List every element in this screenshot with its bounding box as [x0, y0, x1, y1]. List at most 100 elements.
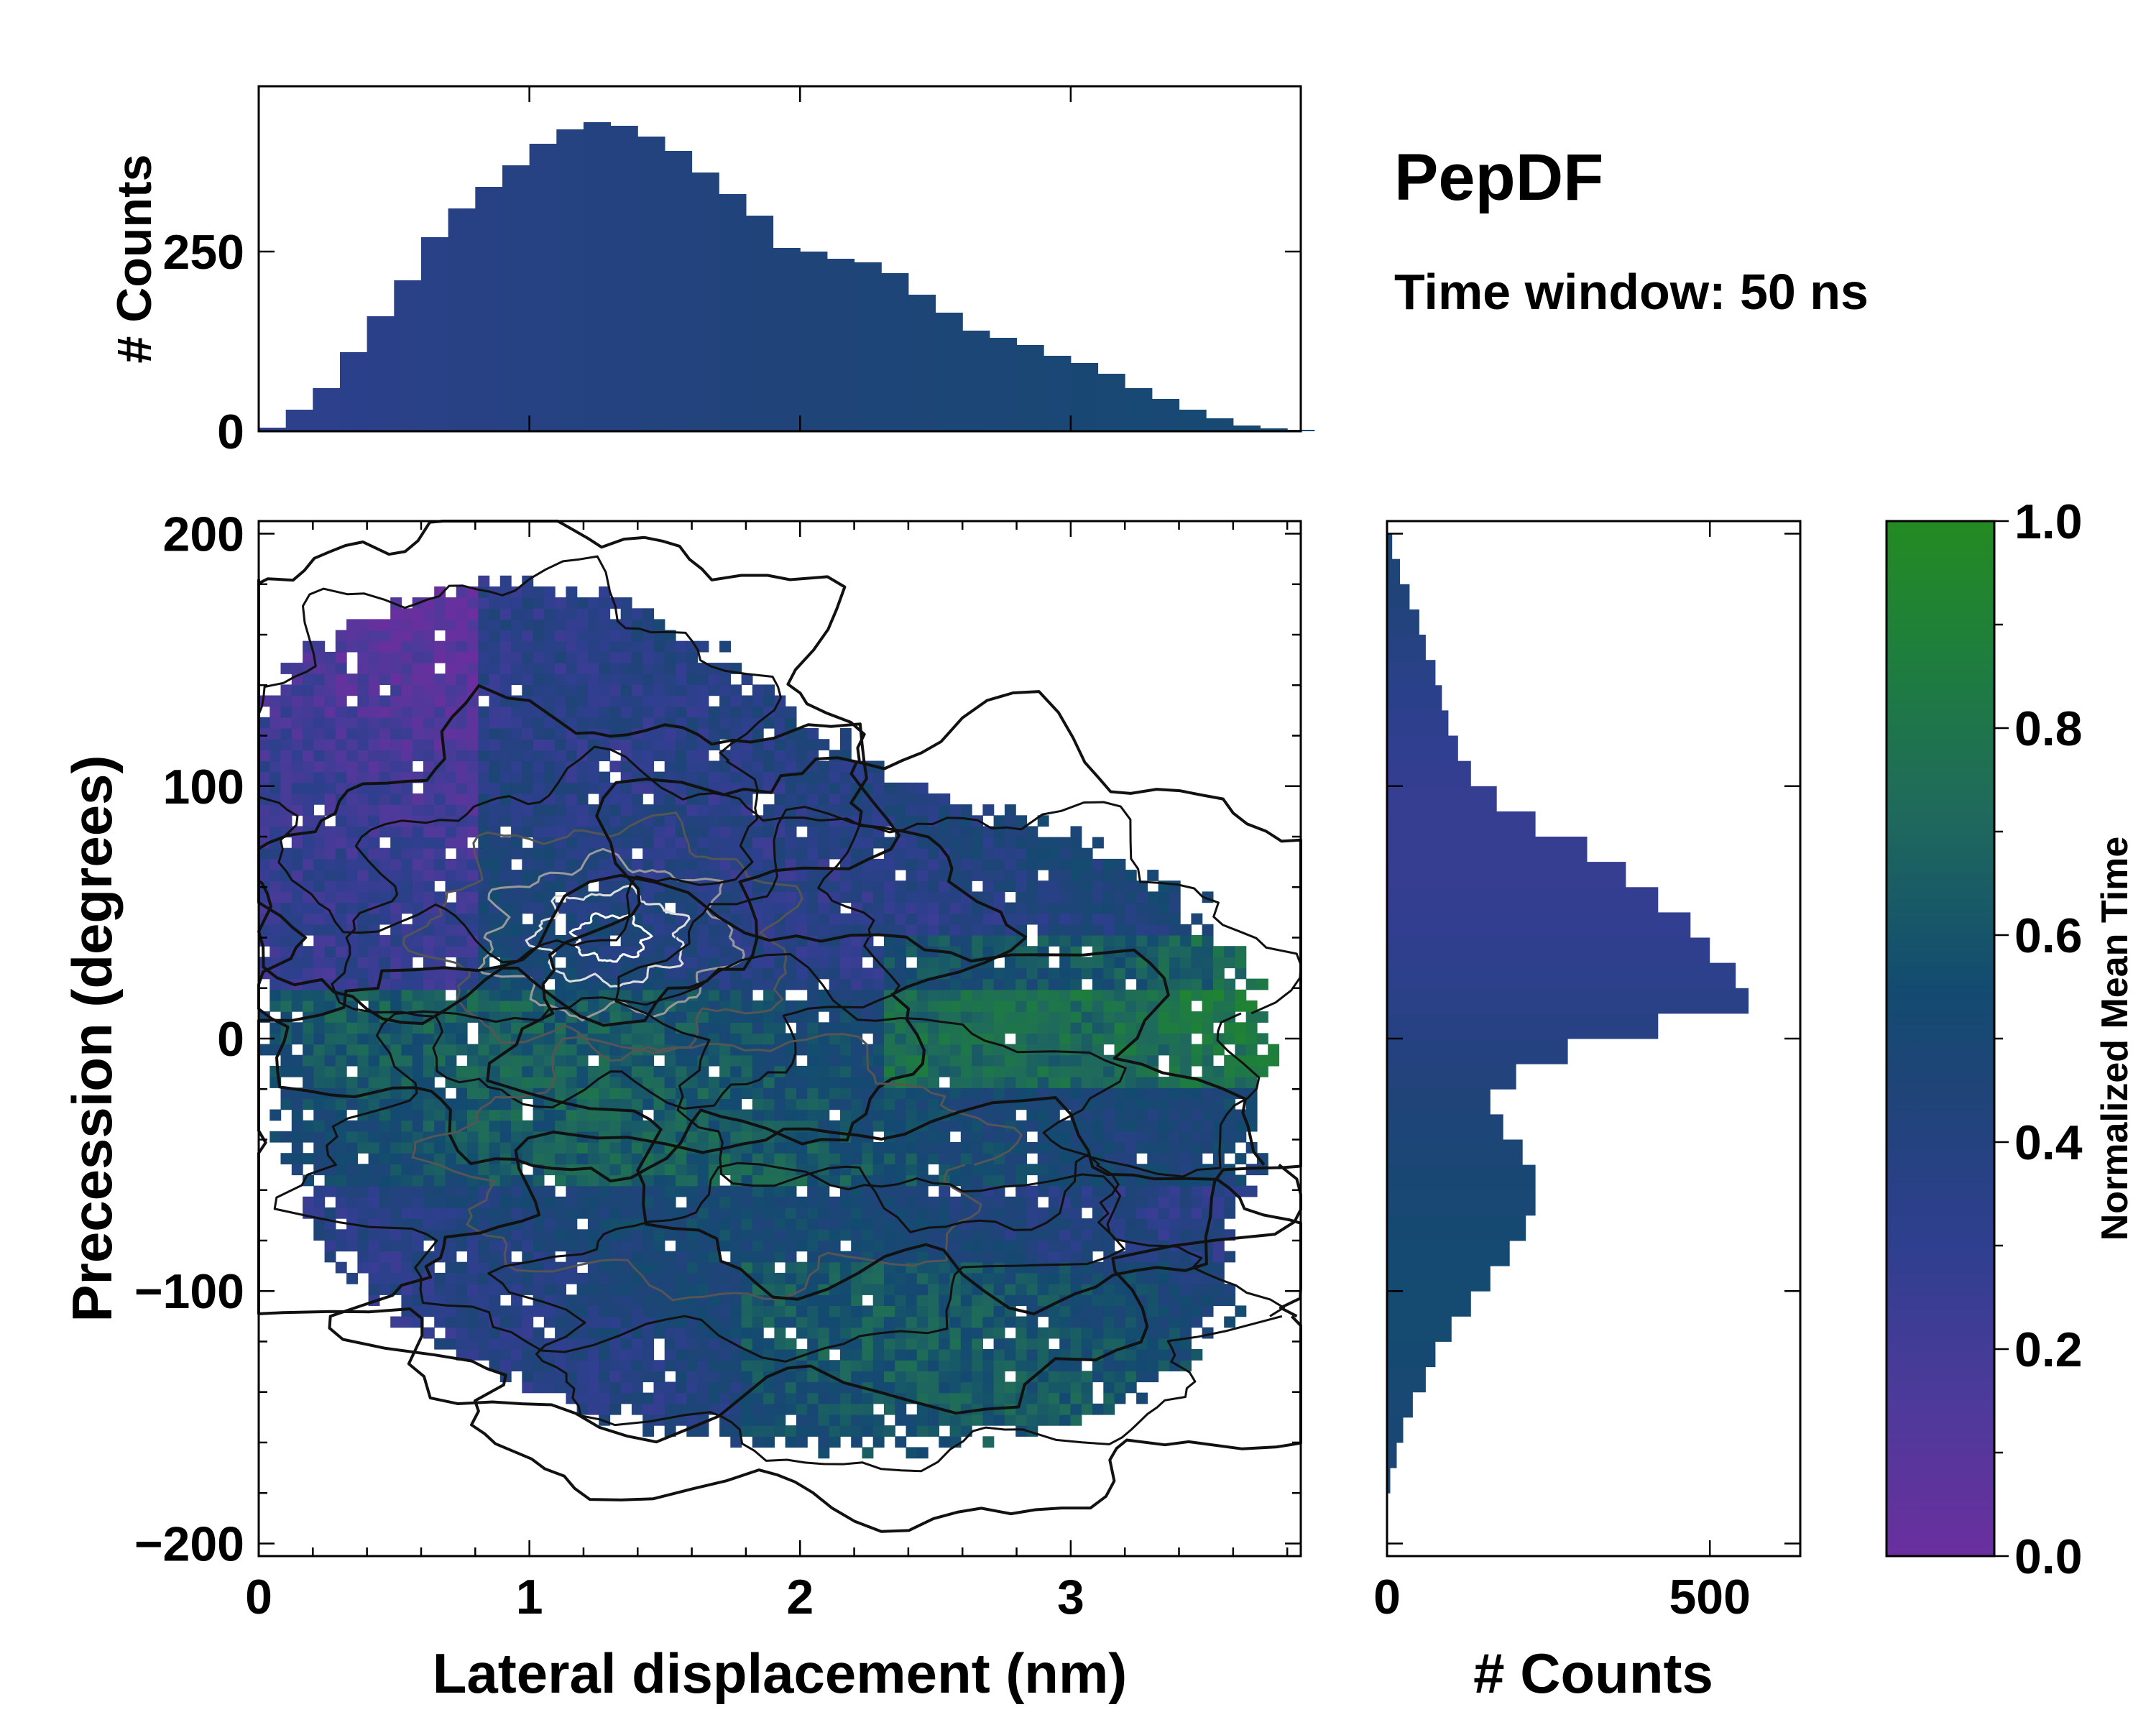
- heatmap-cell: [434, 946, 446, 957]
- heatmap-cell: [686, 651, 699, 663]
- heatmap-cell: [741, 1011, 753, 1023]
- heatmap-cell: [796, 1153, 808, 1164]
- heatmap-cell: [379, 858, 391, 870]
- heatmap-cell: [939, 1284, 951, 1295]
- heatmap-cell: [270, 924, 282, 936]
- heatmap-cell: [478, 663, 490, 674]
- heatmap-cell: [939, 1392, 951, 1404]
- heatmap-cell: [368, 837, 380, 849]
- heatmap-cell: [543, 619, 556, 631]
- heatmap-cell: [653, 978, 665, 990]
- heatmap-cell: [906, 1164, 918, 1176]
- heatmap-cell: [708, 1251, 720, 1263]
- heatmap-cell: [324, 880, 336, 892]
- heatmap-cell: [829, 880, 841, 892]
- heatmap-cell: [1136, 1371, 1148, 1383]
- heatmap-cell: [708, 1371, 720, 1383]
- heatmap-cell: [335, 815, 347, 827]
- heatmap-cell: [543, 651, 556, 663]
- heatmap-cell: [467, 1054, 479, 1067]
- heatmap-cell: [982, 1272, 995, 1284]
- heatmap-cell: [599, 630, 611, 642]
- heatmap-cell: [719, 695, 731, 707]
- heatmap-cell: [270, 782, 282, 794]
- heatmap-cell: [511, 989, 522, 1001]
- heatmap-cell: [445, 1251, 457, 1263]
- heatmap-cell: [368, 880, 380, 892]
- heatmap-cell: [862, 837, 874, 849]
- heatmap-cell: [895, 1218, 907, 1230]
- heatmap-cell: [895, 1054, 907, 1067]
- heatmap-cell: [872, 1360, 885, 1371]
- heatmap-cell: [993, 1284, 1005, 1295]
- heatmap-cell: [499, 597, 512, 609]
- heatmap-cell: [1059, 1087, 1072, 1099]
- heatmap-cell: [763, 858, 775, 870]
- heatmap-cell: [478, 619, 490, 631]
- heatmap-cell: [1081, 989, 1093, 1001]
- heatmap-cell: [741, 935, 753, 947]
- heatmap-cell: [291, 1098, 303, 1110]
- heatmap-cell: [566, 586, 578, 598]
- heatmap-cell: [379, 1164, 391, 1176]
- heatmap-cell: [839, 782, 852, 794]
- heatmap-cell: [423, 847, 435, 860]
- heatmap-cell: [664, 913, 676, 925]
- heatmap-cell: [576, 1327, 589, 1339]
- heatmap-cell: [401, 750, 413, 762]
- heatmap-cell: [708, 1360, 720, 1371]
- heatmap-cell: [862, 1218, 874, 1230]
- heatmap-cell: [499, 651, 512, 663]
- heatmap-cell: [928, 1153, 939, 1164]
- heatmap-cell: [346, 1196, 358, 1208]
- heatmap-cell: [807, 913, 819, 925]
- heatmap-cell: [357, 728, 369, 740]
- heatmap-cell: [697, 924, 709, 936]
- heatmap-cell: [785, 978, 797, 990]
- heatmap-cell: [291, 760, 303, 773]
- heatmap-cell: [489, 717, 501, 729]
- heatmap-cell: [1092, 913, 1104, 925]
- heatmap-cell: [522, 771, 534, 783]
- heatmap-cell: [303, 793, 314, 805]
- heatmap-cell: [1136, 1284, 1148, 1295]
- heatmap-cell: [928, 793, 939, 805]
- heatmap-cell: [555, 858, 566, 870]
- heatmap-cell: [818, 771, 830, 783]
- heatmap-cell: [741, 1240, 753, 1252]
- heatmap-cell: [872, 1316, 885, 1328]
- heatmap-cell: [478, 837, 490, 849]
- heatmap-cell: [807, 771, 819, 783]
- heatmap-cell: [499, 946, 512, 957]
- heatmap-cell: [972, 1065, 983, 1077]
- heatmap-cell: [785, 1284, 797, 1295]
- heatmap-cell: [499, 1338, 512, 1350]
- heatmap-cell: [829, 1077, 841, 1088]
- heatmap-cell: [1026, 1338, 1038, 1350]
- heatmap-cell: [346, 957, 358, 969]
- heatmap-cell: [676, 1371, 687, 1383]
- heatmap-cell: [434, 978, 446, 990]
- heatmap-cell: [851, 1098, 863, 1110]
- heatmap-cell: [1103, 1174, 1115, 1187]
- heatmap-cell: [1092, 870, 1104, 881]
- heatmap-cell: [829, 1044, 841, 1056]
- heatmap-cell: [949, 1044, 962, 1056]
- heatmap-cell: [730, 1229, 742, 1241]
- heatmap-cell: [445, 1022, 457, 1034]
- heatmap-cell: [752, 1164, 764, 1176]
- heatmap-cell: [467, 1272, 479, 1284]
- heatmap-cell: [599, 1349, 611, 1361]
- heatmap-cell: [291, 717, 303, 729]
- heatmap-cell: [993, 1098, 1005, 1110]
- heatmap-cell: [1037, 847, 1049, 860]
- heatmap-cell: [412, 1033, 424, 1045]
- heatmap-cell: [357, 1120, 369, 1132]
- heatmap-cell: [401, 1207, 413, 1219]
- heatmap-cell: [522, 1207, 534, 1219]
- heatmap-cell: [1125, 1131, 1137, 1143]
- heatmap-cell: [489, 739, 501, 750]
- heatmap-cell: [686, 1381, 699, 1394]
- heatmap-cell: [1125, 1316, 1137, 1328]
- heatmap-cell: [796, 1207, 808, 1219]
